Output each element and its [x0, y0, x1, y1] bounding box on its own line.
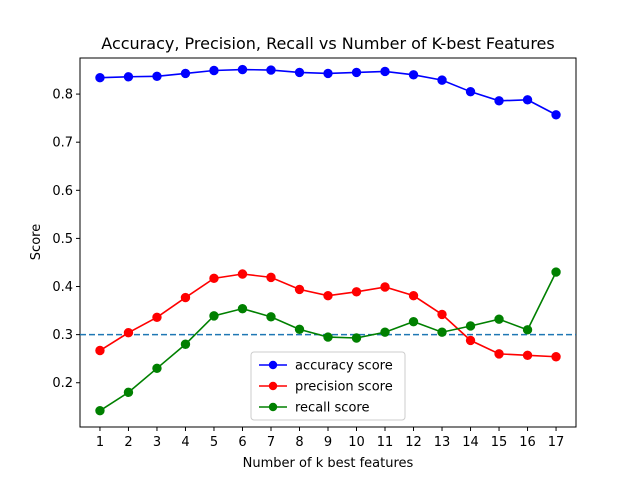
- point-precision-score-3: [152, 312, 162, 323]
- point-precision-score-2: [123, 328, 134, 338]
- point-accuracy-score-14: [465, 86, 476, 97]
- x-tick-label-10: 10: [348, 435, 365, 450]
- x-tick-label-3: 3: [153, 435, 161, 450]
- legend-marker-accuracy-score: [268, 360, 278, 370]
- x-tick-label-13: 13: [434, 435, 451, 450]
- x-tick-label-16: 16: [519, 435, 536, 450]
- x-tick-label-1: 1: [96, 435, 104, 450]
- y-tick-label-0.4: 0.4: [52, 280, 73, 295]
- x-tick-label-5: 5: [210, 435, 218, 450]
- x-tick-label-11: 11: [377, 435, 394, 450]
- x-tick-label-9: 9: [324, 435, 332, 450]
- x-axis-label: Number of k best features: [243, 456, 414, 471]
- point-accuracy-score-8: [294, 67, 305, 78]
- point-accuracy-score-9: [323, 68, 333, 79]
- point-precision-score-7: [266, 272, 276, 283]
- x-tick-label-17: 17: [548, 435, 565, 450]
- plot-area: 1 2 3 4 5 6 7 8 9 10 11 12 13 14 15 16 170.20.30.40.50.6…: [52, 57, 577, 450]
- point-accuracy-score-16: [522, 95, 533, 105]
- y-tick-label-0.6: 0.6: [52, 184, 73, 199]
- point-precision-score-15: [494, 349, 504, 359]
- point-recall-score-6: [237, 303, 248, 314]
- point-precision-score-4: [180, 292, 191, 303]
- point-recall-score-4: [180, 339, 191, 349]
- legend-marker-precision-score: [268, 381, 278, 391]
- y-tick-label-0.5: 0.5: [52, 232, 73, 247]
- x-tick-label-12: 12: [405, 435, 422, 450]
- point-recall-score-5: [209, 311, 219, 321]
- y-tick-label-0.7: 0.7: [52, 136, 73, 151]
- y-axis-label: Score: [29, 224, 44, 260]
- point-precision-score-8: [294, 284, 305, 295]
- point-recall-score-3: [152, 363, 162, 374]
- point-accuracy-score-15: [494, 96, 504, 106]
- x-tick-label-8: 8: [295, 435, 303, 450]
- legend-label-recall-score: recall score: [295, 401, 369, 416]
- point-recall-score-13: [437, 327, 447, 337]
- point-recall-score-15: [494, 314, 504, 324]
- y-tick-label-0.2: 0.2: [52, 376, 73, 391]
- point-accuracy-score-5: [209, 65, 219, 76]
- point-recall-score-10: [351, 333, 362, 343]
- x-tick-label-4: 4: [181, 435, 189, 450]
- point-accuracy-score-13: [437, 75, 447, 85]
- legend-marker-recall-score: [268, 402, 278, 412]
- point-accuracy-score-3: [152, 71, 162, 81]
- point-precision-score-11: [380, 282, 390, 292]
- point-recall-score-7: [266, 312, 276, 322]
- point-recall-score-9: [323, 332, 333, 342]
- point-recall-score-17: [551, 267, 561, 277]
- point-precision-score-16: [522, 350, 533, 361]
- x-tick-label-7: 7: [267, 435, 275, 450]
- point-recall-score-2: [123, 387, 134, 398]
- point-precision-score-12: [408, 290, 419, 301]
- point-recall-score-8: [294, 324, 305, 335]
- point-accuracy-score-2: [123, 72, 134, 82]
- point-accuracy-score-12: [408, 70, 419, 80]
- point-accuracy-score-10: [351, 67, 362, 78]
- legend: accuracy score precision score recall scor…: [250, 351, 406, 421]
- point-accuracy-score-4: [180, 68, 191, 79]
- point-recall-score-12: [408, 316, 419, 327]
- point-precision-score-6: [237, 269, 248, 279]
- series-line-precision-score: [99, 273, 557, 358]
- point-precision-score-10: [351, 287, 362, 297]
- point-precision-score-14: [465, 335, 476, 346]
- point-accuracy-score-1: [95, 73, 105, 83]
- point-precision-score-9: [323, 290, 333, 301]
- point-recall-score-16: [522, 325, 533, 335]
- legend-box: [250, 351, 406, 421]
- y-tick-label-0.8: 0.8: [52, 88, 73, 103]
- x-tick-label-2: 2: [124, 435, 132, 450]
- x-tick-label-6: 6: [238, 435, 246, 450]
- legend-label-accuracy-score: accuracy score: [295, 359, 393, 374]
- chart-title: Accuracy, Precision, Recall vs Number of…: [101, 34, 554, 53]
- point-precision-score-17: [551, 352, 561, 362]
- point-precision-score-1: [95, 345, 105, 356]
- x-tick-label-14: 14: [462, 435, 479, 450]
- x-tick-label-15: 15: [491, 435, 508, 450]
- point-accuracy-score-6: [237, 64, 248, 75]
- point-accuracy-score-17: [551, 110, 561, 120]
- point-precision-score-5: [209, 273, 219, 284]
- point-recall-score-11: [380, 327, 390, 337]
- point-accuracy-score-11: [380, 66, 390, 77]
- point-recall-score-14: [465, 321, 476, 331]
- point-precision-score-13: [437, 309, 447, 320]
- point-accuracy-score-7: [266, 65, 276, 75]
- point-recall-score-1: [95, 405, 105, 416]
- legend-label-precision-score: precision score: [295, 380, 393, 395]
- y-tick-label-0.3: 0.3: [52, 328, 73, 343]
